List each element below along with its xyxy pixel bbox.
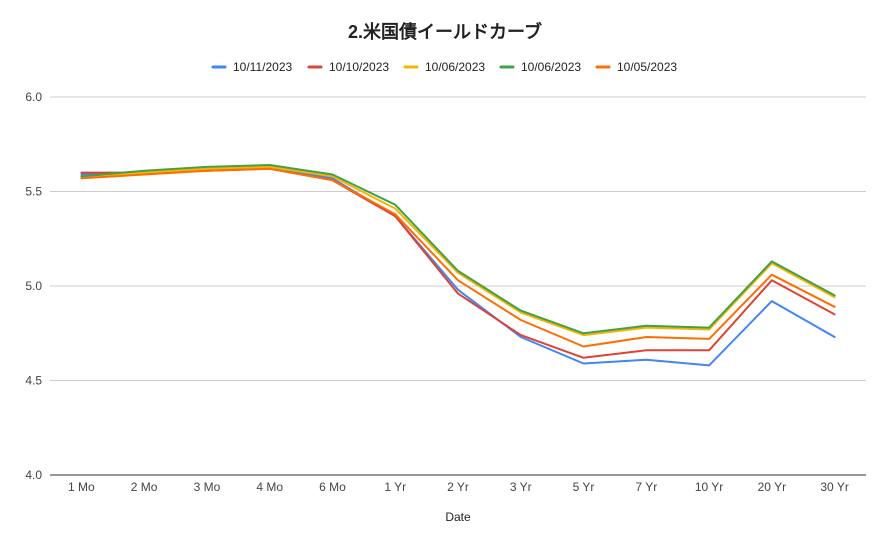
legend-item-5[interactable]: 10/05/2023 <box>595 60 677 74</box>
series-line-3[interactable] <box>80 165 836 337</box>
series-layer <box>80 164 836 367</box>
x-tick-label: 2 Yr <box>447 480 469 494</box>
y-tick-label: 5.0 <box>25 279 42 293</box>
y-tick-label: 5.5 <box>25 185 42 199</box>
y-tick-label: 6.0 <box>25 90 42 104</box>
x-tick-label: 2 Mo <box>131 480 158 494</box>
series-line-2[interactable] <box>80 167 836 359</box>
x-tick-label: 3 Mo <box>194 480 221 494</box>
x-axis-title: Date <box>445 510 471 524</box>
legend-item-1[interactable]: 10/11/2023 <box>211 60 292 74</box>
x-tick-label: 1 Yr <box>384 480 406 494</box>
legend-label: 10/10/2023 <box>329 60 389 74</box>
series-line-5[interactable] <box>80 167 836 348</box>
x-tick-label: 1 Mo <box>68 480 95 494</box>
x-tick-label: 3 Yr <box>510 480 532 494</box>
legend-label: 10/06/2023 <box>521 60 581 74</box>
y-tick-label: 4.5 <box>25 374 42 388</box>
x-tick-label: 10 Yr <box>695 480 723 494</box>
x-tick-label: 5 Yr <box>573 480 595 494</box>
legend-item-2[interactable]: 10/10/2023 <box>307 60 389 74</box>
x-tick-label: 30 Yr <box>820 480 848 494</box>
legend-label: 10/05/2023 <box>617 60 677 74</box>
series-line-4[interactable] <box>80 164 836 335</box>
x-tick-label: 7 Yr <box>635 480 657 494</box>
legend-label: 10/11/2023 <box>233 60 292 74</box>
y-tick-label: 4.0 <box>25 468 42 482</box>
chart-title: 2.米国債イールドカーブ <box>348 21 542 42</box>
x-tick-label: 20 Yr <box>758 480 786 494</box>
x-tick-label: 4 Mo <box>256 480 283 494</box>
legend[interactable]: 10/11/2023 10/10/2023 10/06/2023 10/06/2023… <box>211 60 677 74</box>
grid-layer: 4.0 4.5 5.0 5.5 6.0 1 Mo 2 Mo 3 Mo 4 Mo 6 Mo 1 Yr 2… <box>25 90 866 494</box>
legend-label: 10/06/2023 <box>425 60 485 74</box>
legend-item-4[interactable]: 10/06/2023 <box>499 60 581 74</box>
legend-item-3[interactable]: 10/06/2023 <box>403 60 485 74</box>
x-tick-label: 6 Mo <box>319 480 346 494</box>
